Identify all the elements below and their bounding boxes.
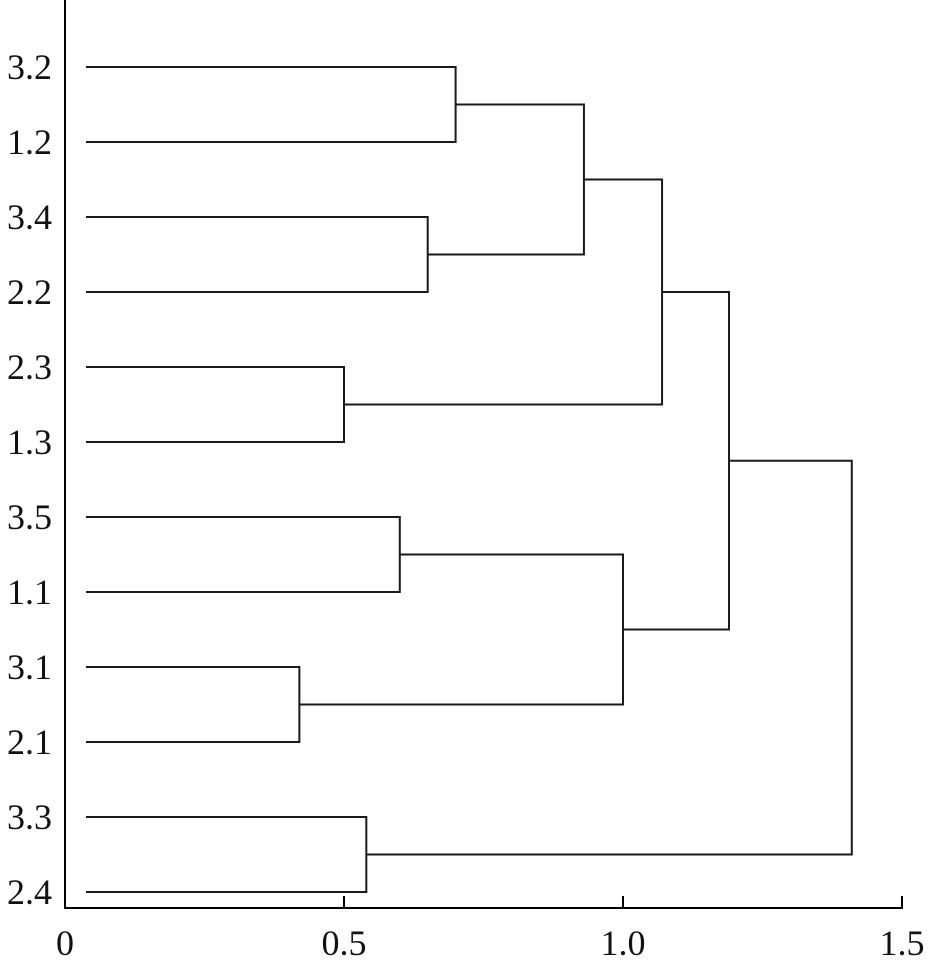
dendrogram-branch — [86, 666, 301, 743]
leaf-label: 1.1 — [7, 572, 52, 612]
dendrogram-branch — [366, 459, 853, 856]
x-axis-ticks — [64, 896, 903, 908]
dendrogram-branch — [623, 291, 731, 631]
dendrogram-branch — [86, 516, 401, 593]
leaf-label: 3.1 — [7, 647, 52, 687]
leaf-label: 2.2 — [7, 272, 52, 312]
dendrogram-branch — [86, 816, 368, 893]
dendrogram-branch — [86, 216, 429, 293]
leaf-label: 3.3 — [7, 797, 52, 837]
x-axis-tick-labels: 0 0.5 1.0 1.5 — [56, 923, 925, 963]
dendrogram-branches — [86, 66, 853, 893]
leaf-labels: 3.2 1.2 3.4 2.2 2.3 1.3 3.5 1.1 3.1 2.1 3.3 2.4 — [7, 47, 52, 912]
dendrogram-branch — [299, 553, 624, 706]
leaf-label: 3.2 — [7, 47, 52, 87]
leaf-label: 2.3 — [7, 347, 52, 387]
x-tick-label: 1.0 — [601, 923, 646, 963]
x-tick-label: 0.5 — [322, 923, 367, 963]
leaf-label: 2.4 — [7, 872, 52, 912]
leaf-label: 3.4 — [7, 197, 52, 237]
leaf-label: 1.3 — [7, 422, 52, 462]
leaf-label: 1.2 — [7, 122, 52, 162]
leaf-label: 2.1 — [7, 722, 52, 762]
dendrogram-branch — [86, 66, 457, 143]
dendrogram-branch — [427, 103, 585, 256]
dendrogram-branch — [86, 366, 345, 443]
x-tick-label: 1.5 — [880, 923, 925, 963]
x-tick-label: 0 — [56, 923, 74, 963]
leaf-label: 3.5 — [7, 497, 52, 537]
